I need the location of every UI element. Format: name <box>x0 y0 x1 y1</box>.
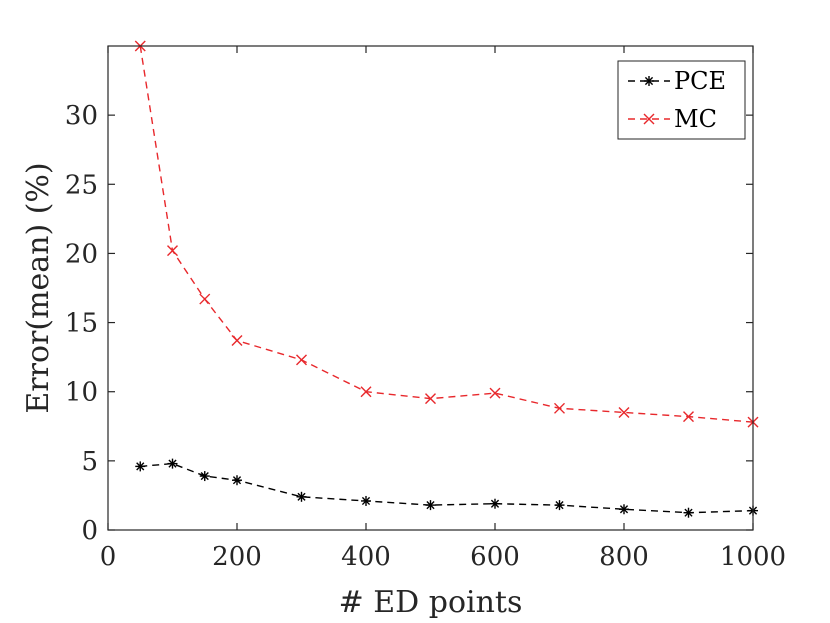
series-layer <box>134 40 759 518</box>
marker-stroke <box>683 411 694 423</box>
data-point-mc <box>167 245 178 257</box>
marker-stroke <box>360 386 372 398</box>
y-tick-label: 25 <box>65 170 98 200</box>
y-tick-label: 20 <box>65 239 98 269</box>
marker-stroke <box>555 501 564 510</box>
marker-stroke <box>199 293 211 305</box>
legend-label-pce: PCE <box>674 67 726 95</box>
legend: PCE MC <box>617 60 746 140</box>
plot-frame <box>107 45 754 531</box>
data-point-pce <box>425 500 436 511</box>
marker-stroke <box>136 462 145 471</box>
y-tick-label: 0 <box>81 516 98 546</box>
data-point-mc <box>360 386 372 398</box>
data-point-mc <box>489 387 501 399</box>
data-point-pce <box>135 461 146 472</box>
marker-stroke <box>489 387 501 399</box>
data-point-pce <box>683 507 694 518</box>
y-tick-label: 5 <box>81 447 98 477</box>
data-point-pce <box>361 495 371 506</box>
x-tick-label: 600 <box>470 542 520 572</box>
marker-stroke <box>644 76 654 86</box>
legend-marker-glyph <box>643 113 655 125</box>
legend-label-mc: MC <box>674 105 717 133</box>
marker-stroke <box>168 459 177 468</box>
x-tick-label: 800 <box>599 542 649 572</box>
marker-stroke <box>643 113 655 125</box>
tick-layer: 0 200 400 600 800 1000 0 5 10 15 20 25 30 <box>65 46 786 572</box>
x-tick-label: 0 <box>100 542 117 572</box>
marker-stroke <box>231 335 243 347</box>
legend-marker-pce <box>644 76 654 86</box>
legend-marker-glyph <box>644 76 654 86</box>
y-tick-label: 10 <box>65 378 98 408</box>
marker-stroke <box>167 245 178 257</box>
marker-stroke <box>200 471 209 481</box>
data-point-mc <box>618 406 630 418</box>
marker-stroke <box>619 505 629 514</box>
legend-marker-mc <box>643 113 655 125</box>
y-tick-label: 15 <box>65 309 98 339</box>
series-line-pce <box>140 462 754 514</box>
data-point-mc <box>296 354 307 366</box>
series-line-mc <box>139 45 754 423</box>
data-point-pce <box>554 500 565 511</box>
marker-stroke <box>554 402 565 414</box>
marker-stroke <box>297 492 306 501</box>
marker-stroke <box>618 406 630 418</box>
marker-stroke <box>426 501 435 510</box>
marker-stroke <box>361 496 371 506</box>
x-axis-label: # ED points <box>339 585 523 620</box>
y-tick-label: 30 <box>65 101 98 131</box>
axes-frame <box>107 45 754 531</box>
marker-stroke <box>425 393 436 405</box>
data-point-pce <box>199 471 210 482</box>
legend-box <box>617 60 746 140</box>
data-point-mc <box>554 402 565 414</box>
marker-stroke <box>490 499 500 508</box>
data-point-pce <box>232 475 242 486</box>
marker-stroke <box>684 508 693 517</box>
x-tick-label: 400 <box>341 542 391 572</box>
data-point-pce <box>167 458 178 469</box>
data-point-pce <box>490 498 500 509</box>
data-point-pce <box>619 504 629 515</box>
data-point-mc <box>231 335 243 347</box>
y-axis-label: Error(mean) (%) <box>21 162 56 413</box>
x-tick-label: 1000 <box>720 542 786 572</box>
data-point-mc <box>683 411 694 423</box>
data-point-pce <box>296 491 307 502</box>
data-point-mc <box>199 293 211 305</box>
marker-stroke <box>296 354 307 366</box>
x-tick-label: 200 <box>212 542 262 572</box>
marker-stroke <box>232 476 242 485</box>
data-point-mc <box>425 393 436 405</box>
